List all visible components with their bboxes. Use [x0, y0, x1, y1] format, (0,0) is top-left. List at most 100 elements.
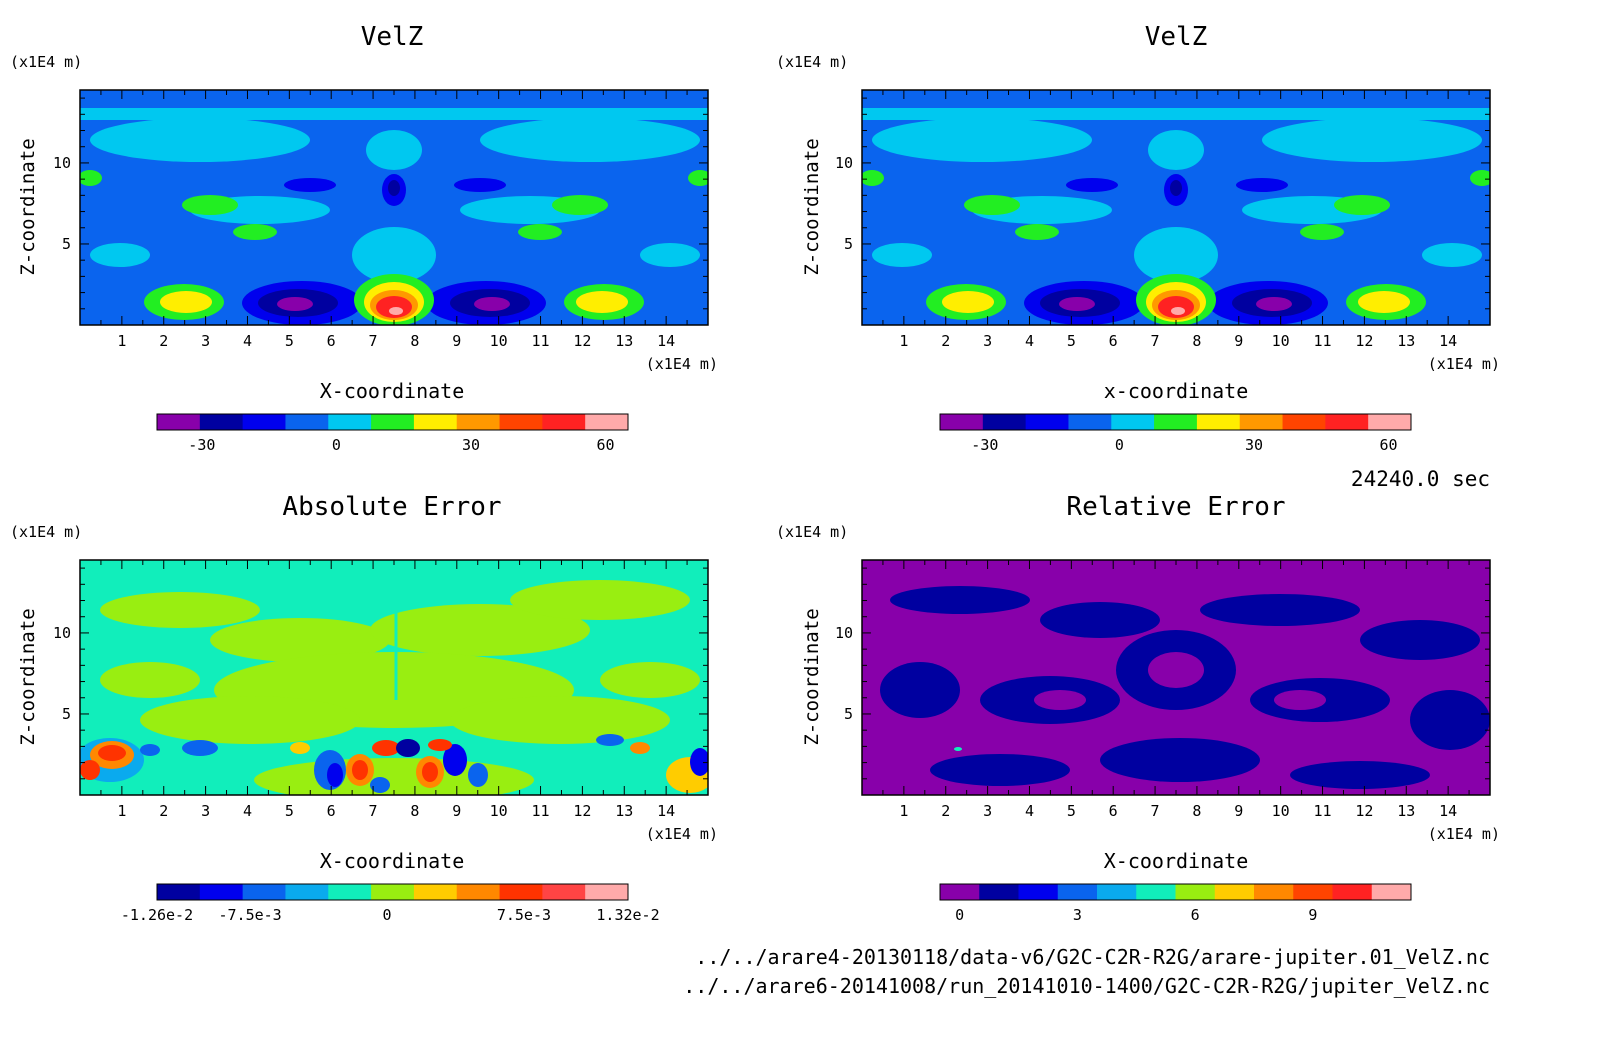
- colorbar-swatch: [413, 414, 458, 430]
- colorbar-swatch: [371, 884, 415, 900]
- x-tick-label: 1: [899, 332, 908, 350]
- x-axis-label: X-coordinate: [1104, 849, 1249, 873]
- colorbar-tick-label: 6: [1191, 906, 1200, 924]
- x-tick-label: 5: [285, 802, 294, 820]
- colorbar-swatch: [1111, 414, 1155, 430]
- x-tick-label: 5: [1067, 332, 1076, 350]
- source-file-2: ../../arare6-20141008/run_20141010-1400/…: [683, 974, 1490, 998]
- x-tick-label: 8: [1192, 332, 1201, 350]
- x-tick-label: 9: [1234, 802, 1243, 820]
- x-tick-label: 2: [159, 332, 168, 350]
- colorbar-tick-label: 60: [597, 436, 615, 454]
- x-tick-label: 2: [941, 802, 950, 820]
- colorbar-swatch: [328, 414, 372, 430]
- x-tick-label: 1: [117, 802, 126, 820]
- colorbar-swatch: [1057, 884, 1098, 900]
- colorbar-swatch: [1293, 884, 1333, 900]
- colorbar-swatch: [979, 884, 1019, 900]
- colorbar-tick-label: 30: [1245, 436, 1263, 454]
- colorbar-swatch: [499, 884, 543, 900]
- y-unit-label: (x1E4 m): [776, 523, 848, 541]
- colorbar-frame: [939, 413, 1412, 431]
- colorbar-tick-label: 0: [1115, 436, 1124, 454]
- x-tick-label: 4: [243, 332, 252, 350]
- x-tick-label: 13: [1397, 802, 1415, 820]
- x-unit-label: (x1E4 m): [646, 355, 718, 373]
- colorbar-tick-label: 9: [1308, 906, 1317, 924]
- x-tick-label: 13: [615, 332, 633, 350]
- x-tick-label: 14: [657, 802, 675, 820]
- colorbar-swatch: [456, 884, 500, 900]
- colorbar-swatch: [199, 884, 244, 900]
- colorbar-swatch: [1154, 414, 1198, 430]
- contour-field: [862, 560, 1490, 795]
- x-tick-label: 9: [452, 332, 461, 350]
- colorbar-swatch: [1282, 414, 1326, 430]
- colorbar-swatch: [328, 884, 372, 900]
- x-tick-label: 8: [1192, 802, 1201, 820]
- x-tick-label: 12: [573, 802, 591, 820]
- colorbar-tick-label: 7.5e-3: [497, 906, 551, 924]
- colorbar-tick-label: -30: [971, 436, 998, 454]
- colorbar-swatch: [940, 884, 980, 900]
- colorbar-swatch: [242, 884, 286, 900]
- x-tick-label: 14: [657, 332, 675, 350]
- y-tick-label: 5: [62, 705, 71, 723]
- x-tick-label: 14: [1439, 802, 1457, 820]
- y-axis-label: Z-coordinate: [801, 138, 823, 275]
- y-unit-label: (x1E4 m): [10, 523, 82, 541]
- y-axis-label: Z-coordinate: [801, 608, 823, 745]
- time-label: 24240.0 sec: [1351, 467, 1490, 491]
- x-tick-label: 3: [201, 802, 210, 820]
- colorbar-swatch: [1325, 414, 1369, 430]
- contour-field: [862, 90, 1490, 325]
- y-axis-label: Z-coordinate: [17, 138, 39, 275]
- colorbar-swatch: [242, 414, 286, 430]
- x-tick-label: 5: [1067, 802, 1076, 820]
- colorbar-tick-label: 3: [1073, 906, 1082, 924]
- x-tick-label: 12: [1355, 332, 1373, 350]
- panel-velz-left: VelZ (x1E4 m) Z-coordinate: [10, 22, 718, 454]
- colorbar-tick-label: 0: [955, 906, 964, 924]
- colorbar-tick-label: 1.32e-2: [596, 906, 659, 924]
- colorbar-swatch: [1025, 414, 1069, 430]
- x-tick-label: 10: [490, 332, 508, 350]
- x-tick-label: 6: [327, 802, 336, 820]
- panel-title: Absolute Error: [282, 492, 501, 522]
- panel-title: VelZ: [1145, 22, 1208, 52]
- x-tick-label: 3: [983, 332, 992, 350]
- colorbar-swatch: [1368, 414, 1412, 430]
- x-tick-label: 8: [410, 332, 419, 350]
- contour-field: [80, 560, 708, 795]
- x-unit-label: (x1E4 m): [646, 825, 718, 843]
- x-tick-label: 10: [1272, 332, 1290, 350]
- y-tick-label: 10: [835, 624, 853, 642]
- contour-field: [80, 90, 708, 325]
- colorbar-swatch: [982, 414, 1027, 430]
- colorbar-frame: [156, 413, 629, 431]
- colorbar-swatch: [1239, 414, 1283, 430]
- x-tick-label: 13: [1397, 332, 1415, 350]
- colorbar-swatch: [285, 414, 329, 430]
- x-tick-label: 6: [1109, 332, 1118, 350]
- x-tick-label: 13: [615, 802, 633, 820]
- x-tick-label: 14: [1439, 332, 1457, 350]
- x-tick-label: 11: [532, 802, 550, 820]
- x-tick-label: 12: [1355, 802, 1373, 820]
- colorbar-swatch: [1196, 414, 1241, 430]
- x-tick-label: 7: [369, 802, 378, 820]
- colorbar-swatch: [499, 414, 543, 430]
- colorbar-swatch: [199, 414, 244, 430]
- x-tick-label: 11: [1314, 802, 1332, 820]
- colorbar-swatch: [1332, 884, 1373, 900]
- source-file-1: ../../arare4-20130118/data-v6/G2C-C2R-R2…: [695, 945, 1490, 969]
- panel-title: VelZ: [361, 22, 424, 52]
- y-tick-label: 5: [844, 235, 853, 253]
- colorbar-swatch: [157, 414, 201, 430]
- x-tick-label: 9: [1234, 332, 1243, 350]
- colorbar-swatch: [157, 884, 201, 900]
- colorbar-swatch: [285, 884, 329, 900]
- colorbar-swatch: [413, 884, 458, 900]
- colorbar-swatch: [1097, 884, 1137, 900]
